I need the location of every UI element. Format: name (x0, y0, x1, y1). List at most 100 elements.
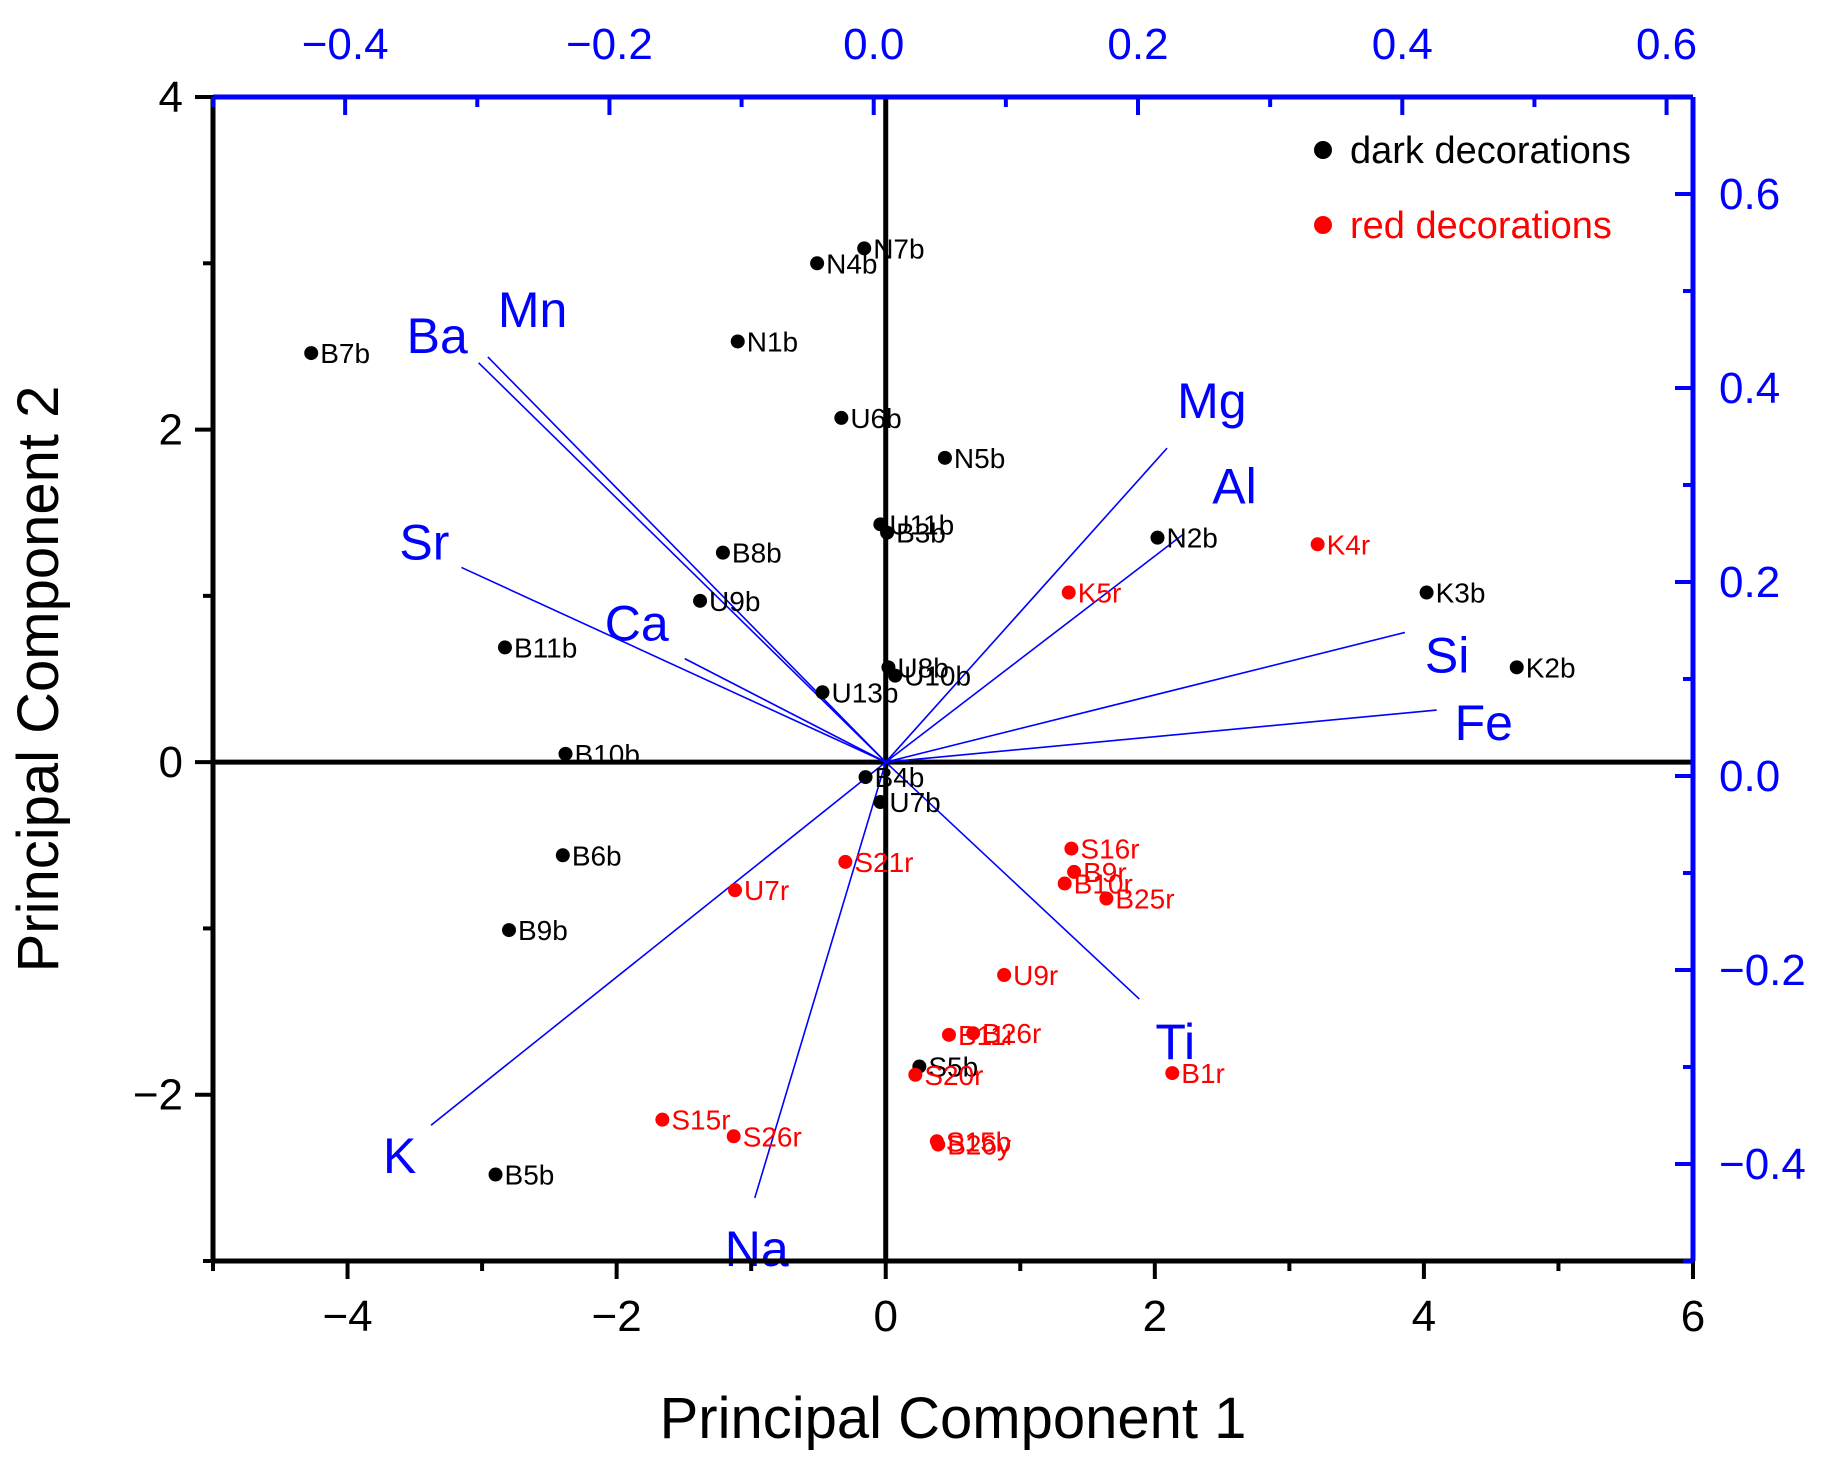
point-label-b1r: B1r (1181, 1058, 1225, 1089)
point-label-s15b: S15b (946, 1126, 1011, 1157)
loading-label-al: Al (1212, 459, 1256, 515)
point-label-b11r: B11r (958, 1020, 1015, 1051)
point-u7r (728, 883, 743, 898)
x-tick-label: −4 (322, 1292, 372, 1341)
point-label-k3b: K3b (1436, 578, 1486, 609)
point-label-u11b: U11b (889, 509, 954, 540)
top-tick-label: 0.4 (1372, 20, 1433, 69)
top-tick-label: 0.2 (1107, 20, 1168, 69)
top-tick-label: 0.0 (843, 20, 904, 69)
point-s26r (726, 1129, 741, 1144)
point-label-u9b: U9b (709, 586, 760, 617)
point-label-u7b: U7b (889, 787, 940, 818)
x-axis-title: Principal Component 1 (660, 1386, 1247, 1451)
loading-vector-si (885, 631, 1406, 763)
loading-label-si: Si (1425, 627, 1469, 683)
point-label-s20r: S20r (924, 1060, 983, 1091)
right-tick-label: 0.0 (1719, 752, 1780, 801)
point-u7b (873, 795, 888, 810)
loading-vector-ba (478, 362, 887, 763)
point-label-b3b: B3b (896, 518, 946, 549)
top-tick-label: −0.4 (302, 20, 389, 69)
point-label-u9r: U9r (1013, 960, 1058, 991)
point-label-s21r: S21r (854, 847, 913, 878)
point-b10r (1057, 876, 1072, 891)
loading-vector-ti (885, 761, 1140, 1000)
right-tick-label: 0.4 (1719, 364, 1780, 413)
point-label-s16r: S16r (1080, 834, 1139, 865)
point-b5b (488, 1167, 503, 1182)
x-tick-label: −2 (592, 1292, 642, 1341)
y-tick-label: −2 (133, 1071, 183, 1120)
point-u13b (815, 685, 830, 700)
point-k3b (1419, 585, 1434, 600)
point-k5r (1061, 585, 1076, 600)
point-b9r (1067, 864, 1082, 879)
top-tick-label: −0.2 (566, 20, 653, 69)
point-u9r (997, 967, 1012, 982)
loading-vector-sr (461, 566, 887, 763)
point-b7b (304, 346, 319, 361)
point-k2b (1509, 660, 1524, 675)
y-tick-label: 2 (159, 406, 183, 455)
point-label-b8b: B8b (732, 538, 782, 569)
loading-label-ca: Ca (605, 596, 669, 652)
point-k4r (1310, 537, 1325, 552)
point-b26y (931, 1137, 946, 1152)
point-label-b10b: B10b (575, 739, 640, 770)
point-s16r (1064, 841, 1079, 856)
point-b11b (497, 640, 512, 655)
point-label-u13b: U13b (831, 677, 898, 708)
point-b4b (858, 770, 873, 785)
point-label-b9b: B9b (518, 915, 568, 946)
point-b3b (880, 525, 895, 540)
x-tick-label: 6 (1681, 1292, 1705, 1341)
point-b1r (1165, 1066, 1180, 1081)
point-label-b5b: B5b (505, 1160, 555, 1191)
y-axis-title: Principal Component 2 (6, 386, 71, 973)
loading-vector-ca (684, 657, 887, 763)
loading-vector-na (754, 761, 887, 1199)
point-label-n5b: N5b (954, 443, 1005, 474)
point-label-s26r: S26r (743, 1121, 802, 1152)
point-label-b7b: B7b (320, 338, 370, 369)
point-n2b (1150, 530, 1165, 545)
point-b11r (941, 1027, 956, 1042)
point-u9b (693, 593, 708, 608)
loading-vector-mg (885, 447, 1168, 763)
loading-vector-fe (885, 709, 1437, 763)
point-b9b (502, 923, 516, 938)
right-tick-label: −0.2 (1719, 946, 1806, 995)
point-label-b25r: B25r (1115, 883, 1174, 914)
point-label-u8b: U8b (897, 652, 948, 683)
point-label-s5b: S5b (928, 1051, 978, 1082)
point-label-n2b: N2b (1167, 523, 1218, 554)
loading-vector-mn (487, 356, 887, 763)
loading-label-na: Na (725, 1221, 789, 1277)
point-s21r (838, 854, 853, 869)
point-b25r (1099, 891, 1114, 906)
loading-label-k: K (383, 1128, 416, 1184)
point-label-s15r: S15r (671, 1105, 730, 1136)
x-tick-label: 2 (1143, 1292, 1167, 1341)
loading-label-fe: Fe (1455, 695, 1513, 751)
point-label-k2b: K2b (1526, 652, 1576, 683)
legend-marker-dark (1314, 141, 1332, 159)
point-label-k5r: K5r (1078, 578, 1122, 609)
right-tick-label: 0.6 (1719, 170, 1780, 219)
right-tick-label: −0.4 (1719, 1140, 1806, 1189)
y-tick-label: 0 (159, 738, 183, 787)
point-label-u6b: U6b (850, 403, 901, 434)
point-label-b26y: B26y (947, 1130, 1011, 1161)
legend-marker-red (1314, 216, 1332, 234)
point-label-u10b: U10b (904, 661, 971, 692)
x-tick-label: 0 (873, 1292, 897, 1341)
legend-label-red: red decorations (1350, 205, 1612, 247)
point-label-b11b: B11b (514, 632, 577, 663)
loading-label-ba: Ba (407, 308, 468, 364)
point-n1b (730, 334, 745, 349)
point-n5b (937, 450, 952, 465)
point-b6b (555, 848, 570, 863)
